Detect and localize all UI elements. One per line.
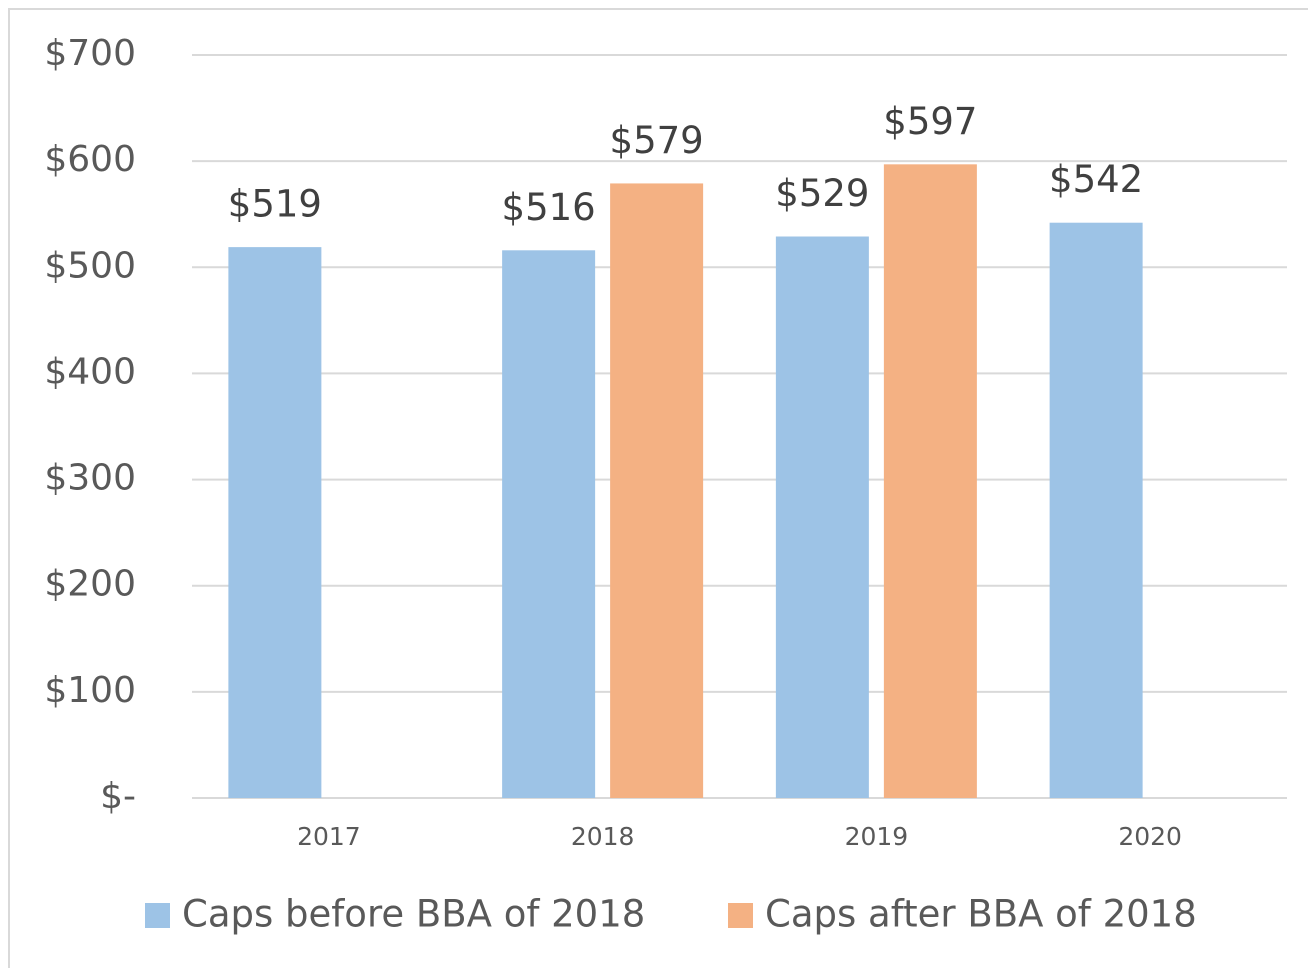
- x-tick-label: 2018: [571, 822, 635, 851]
- bar: [883, 164, 977, 798]
- bar: [775, 236, 869, 799]
- legend-label: Caps after BBA of 2018: [765, 893, 1197, 936]
- x-tick-label: 2020: [1118, 822, 1182, 851]
- y-tick-label: $300: [44, 458, 136, 499]
- bar: [1049, 222, 1143, 799]
- y-tick-label: $-: [100, 776, 136, 817]
- value-label: $519: [228, 183, 322, 226]
- value-label: $516: [502, 186, 596, 229]
- y-tick-label: $200: [44, 564, 136, 605]
- legend-swatch: [728, 903, 753, 928]
- value-label: $597: [883, 100, 977, 143]
- y-tick-label: $600: [44, 139, 136, 180]
- x-tick-label: 2019: [845, 822, 909, 851]
- value-label: $542: [1049, 158, 1143, 201]
- value-label: $529: [775, 172, 869, 215]
- bar: [502, 250, 596, 798]
- y-tick-label: $700: [44, 33, 136, 74]
- y-tick-label: $100: [44, 670, 136, 711]
- legend-label: Caps before BBA of 2018: [182, 893, 645, 936]
- value-label: $579: [610, 119, 704, 162]
- bar: [610, 183, 704, 798]
- legend-swatch: [145, 903, 170, 928]
- y-tick-label: $500: [44, 245, 136, 286]
- y-tick-label: $400: [44, 351, 136, 392]
- x-tick-label: 2017: [297, 822, 361, 851]
- bar: [228, 247, 322, 798]
